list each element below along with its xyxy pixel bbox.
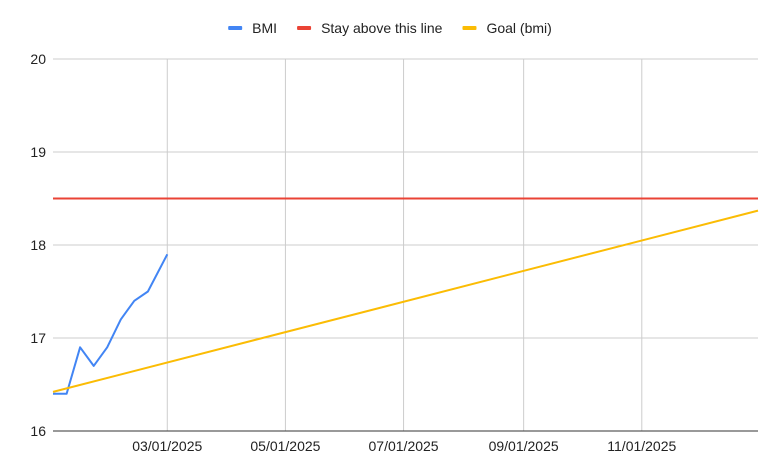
- y-tick-label: 17: [30, 330, 46, 346]
- legend-item-bmi[interactable]: BMI: [228, 20, 277, 36]
- x-tick-label: 05/01/2025: [250, 438, 320, 454]
- x-tick-label: 09/01/2025: [489, 438, 559, 454]
- legend-item-stay-above-this-line[interactable]: Stay above this line: [297, 20, 443, 36]
- x-tick-label: 07/01/2025: [369, 438, 439, 454]
- legend-swatch: [297, 26, 312, 30]
- legend-swatch: [462, 26, 477, 30]
- series-line-bmi: [53, 253, 169, 395]
- legend-label: Goal (bmi): [486, 20, 551, 36]
- legend-label: BMI: [252, 20, 277, 36]
- grid: [53, 58, 758, 432]
- legend-swatch: [228, 26, 243, 30]
- y-tick-label: 19: [30, 144, 46, 160]
- x-tick-label: 11/01/2025: [607, 438, 676, 454]
- x-tick-label: 03/01/2025: [132, 438, 202, 454]
- series-layer: [52, 197, 759, 395]
- y-tick-label: 18: [30, 237, 46, 253]
- x-axis-ticks: 03/01/2025 05/01/2025 07/01/2025 09/01/2025…: [132, 438, 676, 454]
- legend: BMI Stay above this line Goal (bmi): [228, 20, 552, 36]
- series-line-goal-bmi: [52, 209, 759, 393]
- legend-item-goal-bmi[interactable]: Goal (bmi): [462, 20, 552, 36]
- legend-label: Stay above this line: [321, 20, 443, 36]
- y-tick-label: 16: [30, 423, 46, 439]
- y-tick-label: 20: [30, 51, 46, 67]
- y-axis-ticks: 16 17 18 19 20: [30, 51, 46, 439]
